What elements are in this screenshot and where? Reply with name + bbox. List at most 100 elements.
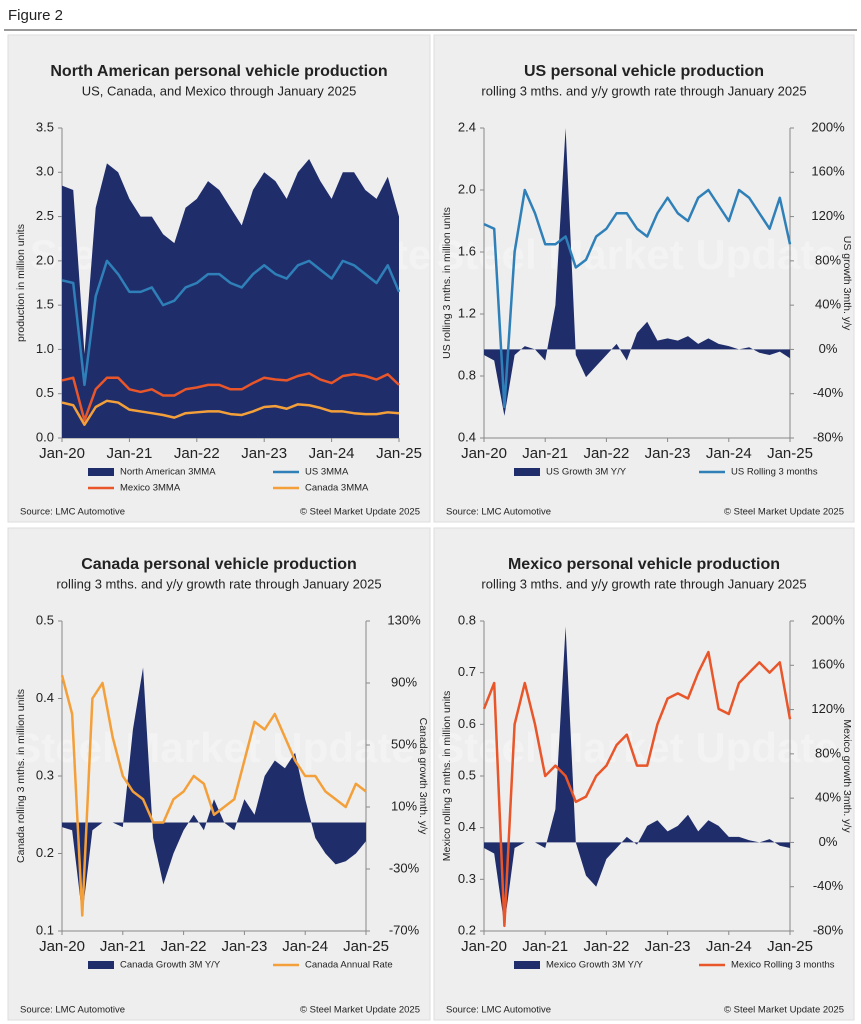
panel bbox=[433, 527, 855, 1021]
line bbox=[61, 259, 401, 387]
x-tick-label: Jan-25 bbox=[767, 445, 813, 462]
chart-title: Canada personal vehicle production bbox=[81, 556, 357, 573]
y2-tick-label: 10% bbox=[391, 798, 417, 813]
legend-label: US Growth 3M Y/Y bbox=[546, 467, 627, 478]
x-tick-label: Jan-23 bbox=[645, 938, 691, 955]
chart-subtitle: rolling 3 mths. and y/y growth rate thro… bbox=[481, 83, 806, 98]
y-tick-label: 0.2 bbox=[458, 922, 476, 937]
y-tick-label: 0.5 bbox=[36, 385, 54, 400]
legend-label: Canada Annual Rate bbox=[305, 960, 393, 971]
legend-label: Mexico Rolling 3 months bbox=[731, 960, 835, 971]
y-tick-label: 0.5 bbox=[36, 612, 54, 627]
area bbox=[62, 159, 399, 438]
x-tick-label: Jan-25 bbox=[376, 445, 422, 462]
y-tick-label: 1.5 bbox=[36, 297, 54, 312]
x-tick-label: Jan-20 bbox=[461, 938, 507, 955]
y-tick-label: 0.5 bbox=[458, 767, 476, 782]
y-tick-label: 0.3 bbox=[36, 767, 54, 782]
y2-tick-label: 160% bbox=[811, 164, 845, 179]
x-tick-label: Jan-20 bbox=[461, 445, 507, 462]
legend-label: Mexico Growth 3M Y/Y bbox=[546, 960, 644, 971]
y-tick-label: 0.7 bbox=[458, 664, 476, 679]
y-tick-label: 0.2 bbox=[36, 845, 54, 860]
source: Source: LMC Automotive bbox=[446, 507, 551, 518]
y-tick-label: 2.0 bbox=[458, 181, 476, 196]
figure-title: Figure 2 bbox=[8, 7, 63, 24]
y2-tick-label: 80% bbox=[815, 252, 841, 267]
x-tick-label: Jan-24 bbox=[706, 445, 752, 462]
line bbox=[61, 372, 400, 422]
y2-axis-label: Mexico growth 3mth. y/y bbox=[841, 719, 853, 833]
chart-subtitle: US, Canada, and Mexico through January 2… bbox=[82, 83, 357, 98]
credit: © Steel Market Update 2025 bbox=[300, 507, 420, 518]
chart-title: Mexico personal vehicle production bbox=[508, 556, 780, 573]
legend-swatch bbox=[88, 468, 114, 476]
area bbox=[484, 128, 790, 416]
x-tick-label: Jan-20 bbox=[39, 938, 85, 955]
x-tick-label: Jan-24 bbox=[309, 445, 355, 462]
x-tick-label: Jan-21 bbox=[106, 445, 152, 462]
y2-tick-label: 80% bbox=[815, 745, 841, 760]
y-tick-label: 0.8 bbox=[458, 612, 476, 627]
y-tick-label: 0.1 bbox=[36, 922, 54, 937]
x-tick-label: Jan-22 bbox=[583, 445, 629, 462]
watermark: Steel Market Update bbox=[13, 724, 414, 771]
line bbox=[482, 650, 792, 928]
area bbox=[62, 667, 366, 916]
y-tick-label: 0.4 bbox=[458, 819, 476, 834]
panel bbox=[7, 527, 431, 1021]
y2-tick-label: -70% bbox=[389, 922, 420, 937]
y2-tick-label: 200% bbox=[811, 612, 845, 627]
legend-label: US 3MMA bbox=[305, 467, 349, 478]
x-tick-label: Jan-21 bbox=[100, 938, 146, 955]
legend-label: US Rolling 3 months bbox=[731, 467, 818, 478]
x-tick-label: Jan-24 bbox=[706, 938, 752, 955]
y2-tick-label: -30% bbox=[389, 860, 420, 875]
x-tick-label: Jan-22 bbox=[161, 938, 207, 955]
y-axis-label: production in million units bbox=[15, 224, 27, 342]
y2-tick-label: 0% bbox=[819, 341, 838, 356]
y-tick-label: 0.3 bbox=[458, 871, 476, 886]
x-tick-label: Jan-25 bbox=[343, 938, 389, 955]
source: Source: LMC Automotive bbox=[20, 507, 125, 518]
line bbox=[61, 399, 400, 426]
y-tick-label: 0.0 bbox=[36, 429, 54, 444]
x-tick-label: Jan-21 bbox=[522, 938, 568, 955]
legend-swatch bbox=[514, 961, 540, 969]
panel bbox=[433, 34, 855, 523]
y2-tick-label: -40% bbox=[813, 878, 844, 893]
y-tick-label: 0.4 bbox=[36, 690, 54, 705]
y-axis-label: Canada rolling 3 mths. in million units bbox=[15, 689, 27, 863]
y-tick-label: 1.6 bbox=[458, 243, 476, 258]
x-tick-label: Jan-21 bbox=[522, 445, 568, 462]
credit: © Steel Market Update 2025 bbox=[724, 507, 844, 518]
line bbox=[483, 188, 792, 409]
y-tick-label: 2.5 bbox=[36, 208, 54, 223]
watermark: Steel Market Update bbox=[436, 231, 837, 278]
x-tick-label: Jan-22 bbox=[174, 445, 220, 462]
y2-tick-label: 90% bbox=[391, 674, 417, 689]
x-tick-label: Jan-23 bbox=[221, 938, 267, 955]
x-tick-label: Jan-23 bbox=[241, 445, 287, 462]
legend-label: North American 3MMA bbox=[120, 467, 216, 478]
y-axis-label: US rolling 3 mths. in million units bbox=[441, 207, 453, 359]
x-tick-label: Jan-23 bbox=[645, 445, 691, 462]
x-tick-label: Jan-20 bbox=[39, 445, 85, 462]
x-tick-label: Jan-25 bbox=[767, 938, 813, 955]
y2-tick-label: 120% bbox=[811, 208, 845, 223]
source: Source: LMC Automotive bbox=[20, 1005, 125, 1016]
y-tick-label: 0.4 bbox=[458, 429, 476, 444]
y-tick-label: 3.0 bbox=[36, 164, 54, 179]
y2-tick-label: -80% bbox=[813, 429, 844, 444]
y-axis-label: Mexico rolling 3 mths. in million units bbox=[441, 691, 453, 861]
y2-axis-label: Canada growth 3mth. y/y bbox=[417, 718, 429, 835]
y-tick-label: 2.0 bbox=[36, 252, 54, 267]
line bbox=[60, 674, 367, 917]
y2-tick-label: 0% bbox=[819, 834, 838, 849]
chart-title: US personal vehicle production bbox=[524, 63, 764, 80]
chart-title: North American personal vehicle producti… bbox=[50, 63, 387, 80]
legend-label: Mexico 3MMA bbox=[120, 483, 181, 494]
y-tick-label: 0.6 bbox=[458, 716, 476, 731]
y-tick-label: 3.5 bbox=[36, 119, 54, 134]
